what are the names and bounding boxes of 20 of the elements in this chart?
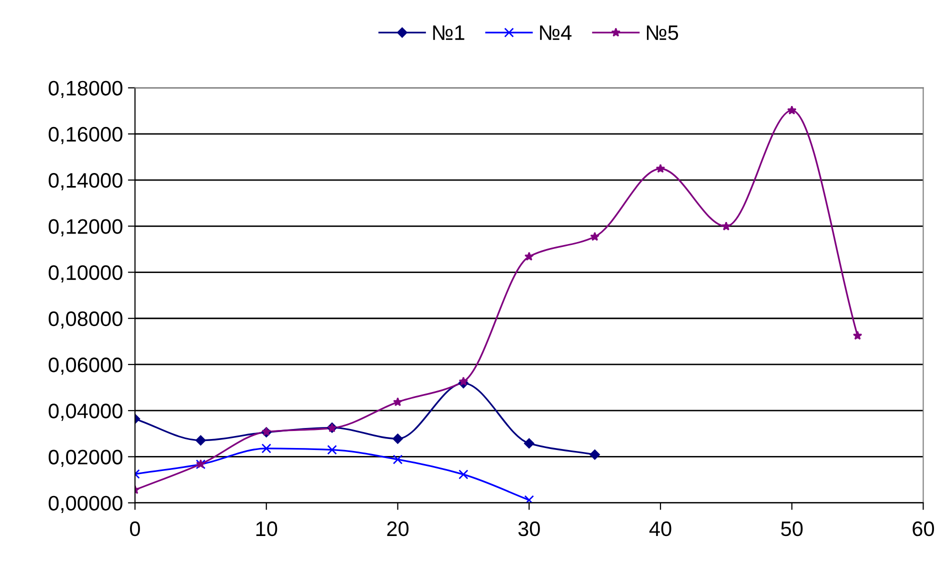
y-tick-label: 0,12000 [48, 219, 122, 236]
x-tick-label: 40 [649, 521, 672, 536]
legend-label: №4 [540, 26, 572, 40]
x-tick-label: 10 [256, 521, 278, 536]
y-tick-label: 0,02000 [48, 450, 122, 467]
y-tick-label: 0,06000 [48, 357, 122, 375]
legend-label: №1 [433, 26, 464, 40]
y-tick-label: 0,00000 [48, 496, 122, 514]
legend-label: №5 [646, 26, 678, 40]
x-tick-label: 60 [912, 521, 934, 536]
x-tick-label: 0 [130, 521, 140, 536]
x-tick-label: 50 [781, 521, 803, 536]
y-tick-label: 0,10000 [48, 265, 122, 282]
y-tick-label: 0,14000 [48, 173, 122, 190]
y-tick-label: 0,04000 [48, 404, 122, 421]
x-tick-label: 30 [518, 521, 540, 536]
y-tick-label: 0,16000 [48, 126, 122, 144]
y-tick-label: 0,08000 [48, 311, 122, 329]
y-tick-label: 0,18000 [48, 80, 122, 98]
x-tick-label: 20 [387, 521, 409, 536]
